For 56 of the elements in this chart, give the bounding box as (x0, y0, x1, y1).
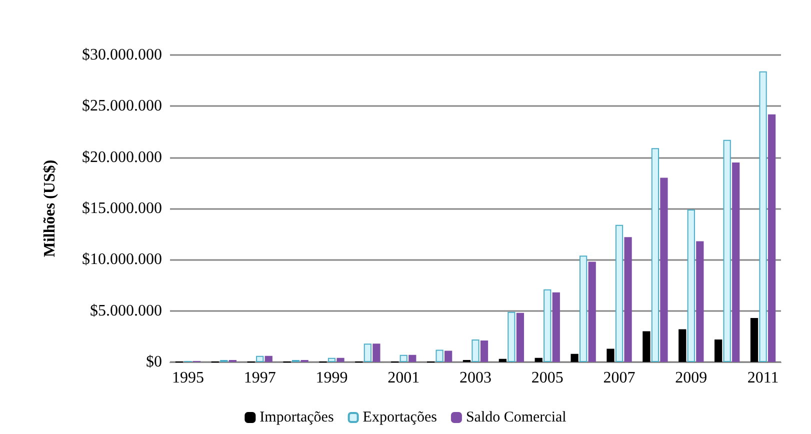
bar (642, 331, 650, 362)
bar (534, 358, 542, 362)
bar (624, 237, 632, 362)
bar (732, 162, 740, 362)
bar (651, 148, 660, 362)
bar (516, 312, 524, 362)
y-tick-label: $0 (146, 354, 162, 370)
bar (588, 262, 596, 362)
bar (498, 358, 506, 362)
bar (264, 356, 272, 362)
bar (759, 71, 767, 362)
bar (696, 241, 704, 362)
x-tick-label: 1995 (172, 370, 204, 386)
y-axis-title: Milhões (US$) (42, 160, 58, 258)
bar (678, 329, 686, 362)
bar (580, 256, 588, 362)
bar (723, 140, 731, 362)
bar (606, 348, 614, 362)
x-tick-label: 2009 (675, 370, 708, 386)
x-tick-label: 2007 (603, 370, 636, 386)
legend-label: Exportações (362, 410, 438, 426)
bar (408, 354, 416, 362)
legend-label: Importações (260, 410, 334, 426)
y-tick-label: $5.000.000 (90, 302, 162, 320)
y-tick-label: $15.000.000 (82, 200, 162, 217)
bar (750, 318, 758, 362)
x-tick-label: 2001 (388, 370, 420, 386)
x-tick-label: 2003 (460, 370, 492, 386)
y-tick-label: $20.000.000 (82, 148, 162, 166)
bar (372, 344, 380, 362)
y-tick-label: $10.000.000 (82, 251, 162, 268)
bar (508, 312, 516, 362)
x-tick-label: 1997 (244, 370, 276, 386)
bar (768, 114, 776, 362)
bar (687, 210, 695, 362)
bar (444, 350, 452, 362)
bar (328, 358, 336, 362)
bar (400, 354, 408, 362)
y-tick-label: $25.000.000 (82, 98, 162, 115)
bar (472, 339, 480, 362)
bar (660, 178, 668, 362)
bar (570, 354, 578, 362)
bar (615, 224, 624, 362)
bar (480, 340, 488, 362)
x-tick-label: 1999 (316, 370, 348, 386)
bar (256, 356, 264, 362)
x-tick-label: 2005 (531, 370, 564, 386)
bar (364, 344, 372, 362)
bar (714, 339, 722, 362)
x-tick-label: 2011 (747, 370, 779, 386)
bar (436, 350, 444, 362)
y-tick-label: $30.000.000 (82, 46, 162, 64)
bar (552, 292, 560, 362)
bar (544, 289, 552, 362)
bar (336, 358, 344, 362)
legend-label: Saldo Comercial (466, 410, 566, 426)
